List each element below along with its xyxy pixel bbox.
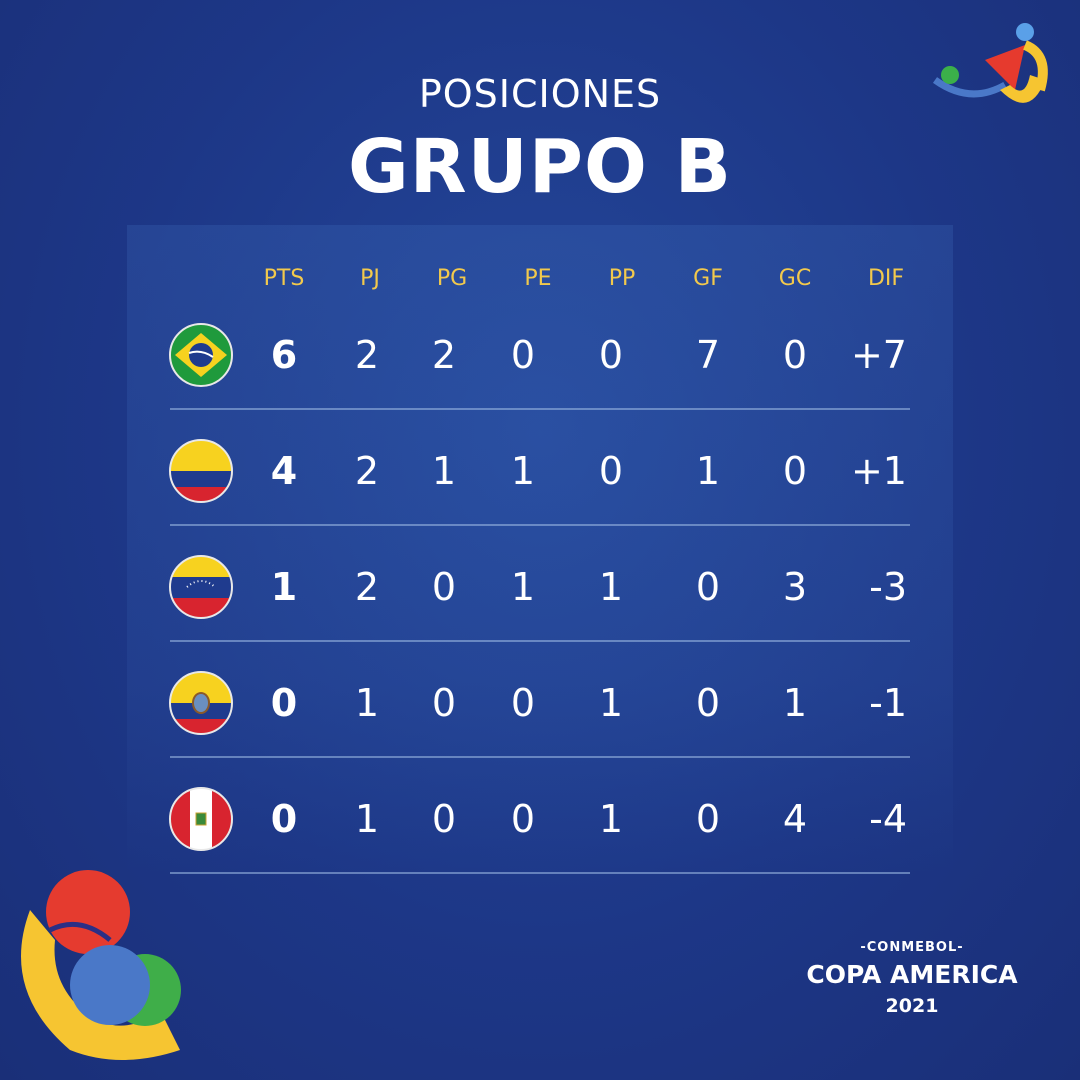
standings-panel	[127, 225, 953, 875]
cell-gf: 1	[695, 449, 721, 493]
row-divider	[170, 756, 910, 758]
cell-gf: 0	[695, 681, 721, 725]
cell-pj: 1	[354, 797, 380, 841]
cell-pj: 2	[354, 449, 380, 493]
cell-pts: 1	[270, 565, 298, 609]
cell-pe: 0	[510, 681, 536, 725]
cell-pp: 1	[598, 797, 624, 841]
table-row: 1 2 0 1 1 0 3 -3	[0, 529, 1080, 645]
column-header-gf: GF	[693, 266, 723, 291]
cell-gc: 3	[782, 565, 808, 609]
cell-pe: 1	[510, 449, 536, 493]
cell-pe: 0	[510, 797, 536, 841]
cell-pe: 1	[510, 565, 536, 609]
tournament-emblem-icon	[21, 870, 181, 1060]
cell-dif: -1	[869, 681, 907, 725]
cell-pg: 0	[431, 797, 457, 841]
cell-dif: +1	[850, 449, 907, 493]
cell-gc: 0	[782, 449, 808, 493]
cell-gf: 0	[695, 797, 721, 841]
row-divider	[170, 640, 910, 642]
cell-gf: 7	[695, 333, 721, 377]
ecuador-flag-icon	[169, 671, 233, 735]
cell-gf: 0	[695, 565, 721, 609]
cell-pts: 0	[270, 797, 298, 841]
cell-pg: 2	[431, 333, 457, 377]
column-header-pj: PJ	[360, 266, 380, 291]
conmebol-label: -CONMEBOL-	[860, 940, 964, 955]
row-divider	[170, 408, 910, 410]
year-label: 2021	[885, 995, 939, 1017]
peru-flag-icon	[169, 787, 233, 851]
cell-pts: 0	[270, 681, 298, 725]
cell-gc: 1	[782, 681, 808, 725]
table-row: 4 2 1 1 0 1 0 +1	[0, 413, 1080, 529]
cell-pj: 1	[354, 681, 380, 725]
cell-dif: -3	[869, 565, 907, 609]
table-row: 6 2 2 0 0 7 0 +7	[0, 297, 1080, 413]
page-title: GRUPO B	[347, 124, 733, 210]
colombia-flag-icon	[169, 439, 233, 503]
cell-pj: 2	[354, 565, 380, 609]
cell-gc: 4	[782, 797, 808, 841]
cell-gc: 0	[782, 333, 808, 377]
cell-pp: 0	[598, 333, 624, 377]
cell-pts: 6	[270, 333, 298, 377]
cell-pg: 0	[431, 681, 457, 725]
column-header-pe: PE	[524, 266, 552, 291]
row-divider	[170, 872, 910, 874]
cell-pg: 0	[431, 565, 457, 609]
cell-pg: 1	[431, 449, 457, 493]
cell-pj: 2	[354, 333, 380, 377]
table-row: 0 1 0 0 1 0 4 -4	[0, 761, 1080, 877]
venezuela-flag-icon	[169, 555, 233, 619]
page-subtitle: POSICIONES	[418, 72, 662, 116]
brazil-flag-icon	[169, 323, 233, 387]
cell-pts: 4	[270, 449, 298, 493]
column-header-pg: PG	[436, 266, 468, 291]
column-header-pts: PTS	[263, 266, 305, 291]
column-header-pp: PP	[608, 266, 636, 291]
cell-pe: 0	[510, 333, 536, 377]
cell-dif: -4	[869, 797, 907, 841]
cell-pp: 1	[598, 565, 624, 609]
cell-dif: +7	[850, 333, 907, 377]
row-divider	[170, 524, 910, 526]
tournament-mascot-logo-icon	[932, 23, 1048, 103]
cell-pp: 1	[598, 681, 624, 725]
cell-pp: 0	[598, 449, 624, 493]
column-header-dif: DIF	[867, 266, 905, 291]
copa-america-label: COPA AMERICA	[806, 960, 1018, 989]
column-header-gc: GC	[778, 266, 812, 291]
table-row: 0 1 0 0 1 0 1 -1	[0, 645, 1080, 761]
